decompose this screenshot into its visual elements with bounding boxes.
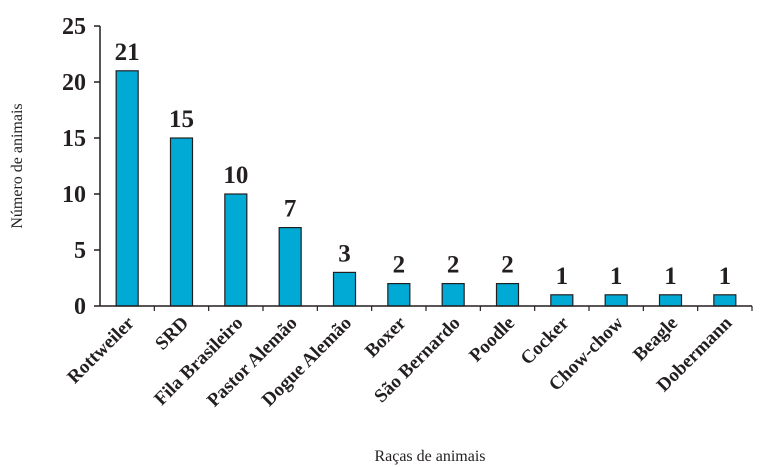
- bar-boxer: [387, 283, 411, 307]
- y-tick-label: 25: [62, 14, 86, 40]
- y-tick-label: 5: [74, 238, 86, 264]
- data-label: 3: [338, 240, 351, 267]
- x-tick-label: SRD: [151, 313, 193, 355]
- data-label: 1: [556, 263, 569, 290]
- bar-chow-chow: [604, 294, 628, 307]
- bar-dobermann: [713, 294, 737, 307]
- y-axis-title: Número de animais: [9, 103, 26, 228]
- bar-dogue-alem-o: [332, 271, 357, 307]
- data-label: 15: [169, 106, 194, 133]
- y-tick-label: 0: [74, 294, 86, 320]
- y-tick-label: 10: [62, 182, 86, 208]
- data-label: 21: [115, 39, 140, 66]
- data-label: 1: [664, 263, 677, 290]
- data-label: 10: [223, 162, 248, 189]
- x-tick-label: Beagle: [629, 313, 682, 366]
- x-tick-label: Boxer: [361, 312, 411, 362]
- bar-s-o-bernardo: [441, 283, 465, 307]
- data-label: 2: [501, 252, 514, 279]
- data-label: 1: [610, 263, 623, 290]
- x-tick-label: Poodle: [465, 313, 519, 367]
- bar-beagle: [658, 294, 683, 307]
- y-tick-label: 20: [62, 70, 86, 96]
- data-label: 2: [393, 252, 406, 279]
- y-axis: 0 5 10 15 20 25: [62, 14, 101, 320]
- data-label: 7: [284, 196, 297, 223]
- x-tick-label: Rottweiler: [63, 312, 139, 388]
- x-axis-title: Raças de animais: [374, 448, 485, 465]
- bar-pastor-alem-o: [278, 227, 302, 307]
- bar-srd: [169, 137, 194, 307]
- bar-rottweiler: [115, 70, 139, 307]
- data-label: 2: [447, 252, 460, 279]
- y-tick-label: 15: [62, 126, 86, 152]
- bar-poodle: [495, 283, 520, 307]
- bar-fila-brasileiro: [224, 193, 248, 307]
- bar-cocker: [550, 294, 574, 307]
- data-label: 1: [719, 263, 732, 290]
